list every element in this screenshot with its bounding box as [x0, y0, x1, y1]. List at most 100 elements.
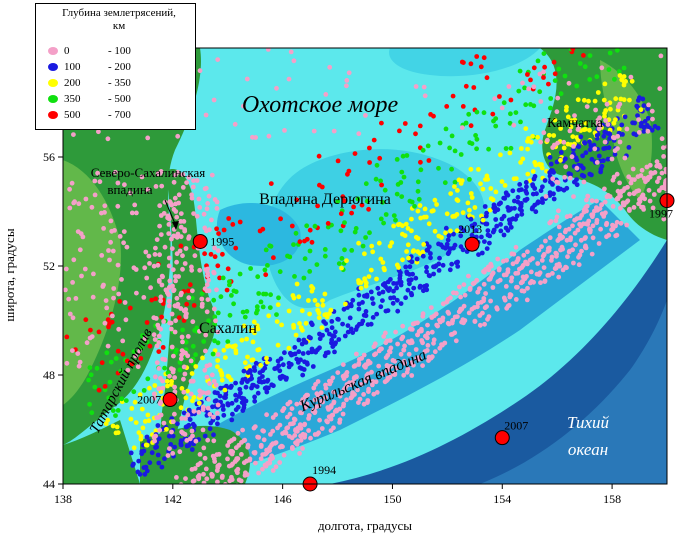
- earthquake-dot: [467, 140, 473, 146]
- earthquake-dot: [455, 314, 460, 319]
- earthquake-dot: [444, 244, 450, 250]
- earthquake-dot: [189, 494, 194, 499]
- earthquake-dot: [521, 252, 527, 258]
- earthquake-dot: [445, 309, 451, 315]
- earthquake-dot: [448, 295, 453, 301]
- earthquake-dot: [467, 207, 472, 213]
- earthquake-dot: [350, 330, 356, 335]
- earthquake-dot: [403, 221, 409, 227]
- earthquake-dot: [488, 298, 493, 304]
- earthquake-dot: [223, 392, 229, 398]
- earthquake-dot: [229, 462, 234, 468]
- earthquake-dot: [627, 97, 632, 103]
- earthquake-dot: [153, 445, 158, 450]
- earthquake-dot: [587, 139, 592, 145]
- earthquake-dot: [219, 373, 225, 378]
- earthquake-dot: [429, 354, 435, 360]
- earthquake-dot: [524, 297, 530, 303]
- earthquake-dot: [652, 124, 658, 129]
- earthquake-dot: [460, 104, 466, 109]
- earthquake-dot: [524, 184, 529, 190]
- major-event-marker: [192, 233, 208, 249]
- earthquake-dot: [649, 108, 655, 114]
- earthquake-dot: [221, 412, 227, 418]
- earthquake-dot: [183, 476, 188, 481]
- earthquake-dot: [258, 299, 264, 305]
- earthquake-dot: [192, 328, 198, 333]
- earthquake-dot: [215, 329, 221, 335]
- earthquake-dot: [203, 466, 209, 472]
- earthquake-dot: [91, 271, 96, 277]
- earthquake-dot: [585, 193, 591, 199]
- earthquake-dot: [300, 446, 305, 451]
- earthquake-dot: [513, 297, 519, 302]
- earthquake-dot: [159, 314, 165, 320]
- earthquake-dot: [548, 96, 554, 101]
- earthquake-dot: [132, 399, 138, 405]
- legend-from: 0: [64, 45, 70, 57]
- earthquake-dot: [242, 314, 248, 320]
- major-event-year: 1997: [649, 207, 673, 221]
- earthquake-dot: [363, 362, 368, 368]
- earthquake-dot: [616, 69, 622, 74]
- earthquake-dot: [472, 305, 477, 310]
- earthquake-dot: [537, 71, 543, 77]
- earthquake-dot: [308, 435, 313, 441]
- earthquake-dot: [312, 298, 318, 303]
- earthquake-dot: [154, 237, 160, 243]
- earthquake-dot: [254, 304, 260, 310]
- earthquake-dot: [238, 478, 244, 484]
- earthquake-dot: [263, 272, 269, 278]
- earthquake-dot: [379, 120, 384, 126]
- earthquake-dot: [617, 180, 622, 186]
- earthquake-dot: [194, 516, 199, 521]
- earthquake-dot: [255, 347, 261, 353]
- earthquake-dot: [329, 337, 335, 343]
- earthquake-dot: [338, 211, 344, 217]
- earthquake-dot: [143, 249, 149, 255]
- earthquake-dot: [182, 227, 188, 232]
- earthquake-dot: [264, 389, 270, 395]
- earthquake-dot: [134, 210, 139, 216]
- legend-from: 500: [64, 109, 81, 121]
- earthquake-dot: [467, 213, 472, 219]
- earthquake-dot: [498, 152, 503, 158]
- earthquake-dot: [552, 266, 558, 271]
- earthquake-dot: [594, 220, 600, 226]
- earthquake-dot: [156, 436, 162, 442]
- earthquake-dot: [249, 357, 255, 363]
- earthquake-dot: [361, 392, 366, 397]
- earthquake-dot: [410, 249, 416, 254]
- earthquake-dot: [626, 145, 632, 150]
- earthquake-dot: [468, 123, 474, 129]
- earthquake-dot: [161, 420, 167, 426]
- earthquake-dot: [634, 103, 640, 109]
- earthquake-dot: [422, 206, 428, 212]
- earthquake-dot: [225, 456, 230, 462]
- earthquake-dot: [485, 228, 491, 234]
- earthquake-dot: [558, 150, 564, 155]
- earthquake-dot: [479, 250, 485, 256]
- earthquake-dot: [145, 135, 151, 141]
- earthquake-dot: [610, 204, 616, 209]
- major-event-year: 2013: [458, 222, 482, 236]
- earthquake-dot: [414, 256, 420, 262]
- earthquake-dot: [501, 295, 507, 301]
- earthquake-dot: [214, 226, 220, 232]
- x-tick-label: 158: [603, 492, 621, 506]
- earthquake-dot: [183, 246, 189, 251]
- earthquake-dot: [618, 96, 624, 102]
- earthquake-dot: [215, 402, 221, 408]
- earthquake-dot: [189, 447, 195, 452]
- earthquake-dot: [404, 153, 410, 158]
- earthquake-dot: [417, 123, 423, 129]
- earthquake-dot: [650, 205, 656, 211]
- earthquake-dot: [469, 195, 475, 200]
- earthquake-dot: [291, 325, 297, 330]
- earthquake-dot: [298, 400, 304, 406]
- earthquake-dot: [403, 264, 409, 270]
- earthquake-dot: [555, 95, 561, 101]
- earthquake-dot: [458, 181, 464, 186]
- earthquake-dot: [536, 272, 542, 277]
- earthquake-dot: [294, 401, 300, 407]
